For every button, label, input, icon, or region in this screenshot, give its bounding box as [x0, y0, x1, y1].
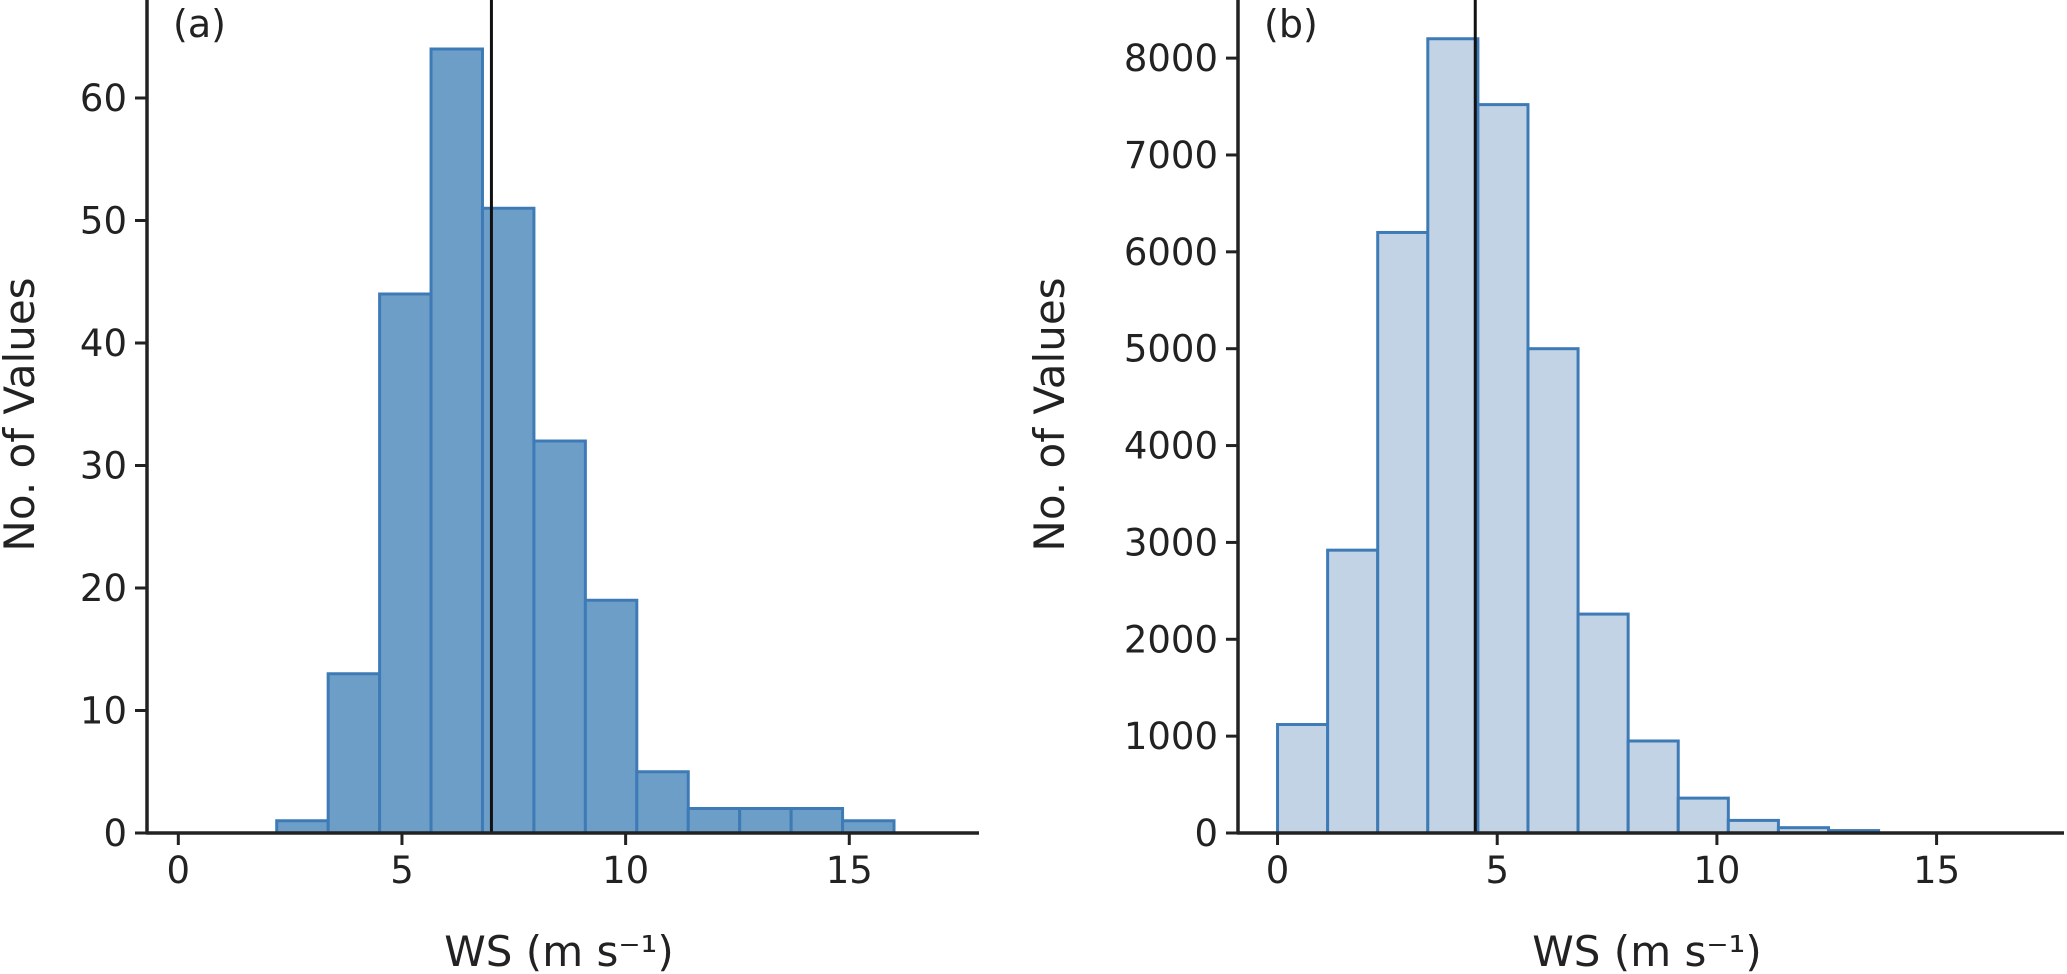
y-tick-label: 6000 [1124, 231, 1218, 274]
y-tick-label: 20 [80, 567, 127, 610]
y-tick-label: 5000 [1124, 328, 1218, 371]
panel-b: 0 1000 2000 3000 4000 5000 6000 7000 8000 0 5 10 15 W… [1025, 0, 2064, 974]
histogram-bar [1676, 796, 1730, 835]
histogram-bar [738, 807, 793, 835]
y-tick-label: 4000 [1124, 425, 1218, 468]
histogram-bar [378, 292, 433, 835]
histogram-bar [1626, 739, 1680, 835]
y-tick-label: 10 [80, 690, 127, 733]
y-tick-label: 1000 [1124, 715, 1218, 758]
panel-label: (b) [1264, 2, 1318, 46]
y-axis-label: No. of Values [1025, 277, 1074, 551]
histogram-bar [686, 807, 742, 835]
y-tick-label: 50 [80, 200, 127, 243]
histogram-bar [1476, 103, 1530, 835]
histogram-bar [1576, 612, 1630, 835]
y-tick-label: 40 [80, 322, 127, 365]
histogram-bar [1276, 723, 1330, 835]
x-tick-label: 15 [826, 849, 873, 892]
histogram-bar [1326, 548, 1380, 835]
histogram-bar [789, 807, 845, 835]
histogram-bar [1726, 818, 1780, 835]
y-tick-label: 0 [103, 812, 127, 855]
x-axis-label: WS (m s⁻¹) [444, 927, 673, 974]
x-tick-label: 0 [167, 849, 191, 892]
y-tick-label: 8000 [1124, 37, 1218, 80]
y-axis-label: No. of Values [0, 277, 44, 551]
x-tick-label: 15 [1913, 849, 1960, 892]
y-tick-label: 30 [80, 445, 127, 488]
panel-a: 0 10 20 30 40 50 60 0 5 10 15 WS (m s⁻¹) No. of Valu… [0, 0, 979, 974]
x-tick-label: 10 [602, 849, 649, 892]
histogram-bar [1526, 347, 1580, 835]
x-tick-label: 0 [1266, 849, 1290, 892]
y-tick-label: 60 [80, 77, 127, 120]
y-tick-label: 3000 [1124, 521, 1218, 564]
x-tick-label: 10 [1693, 849, 1740, 892]
histogram-bar [429, 47, 484, 835]
y-tick-label: 0 [1194, 812, 1218, 855]
panel-label: (a) [173, 2, 226, 46]
y-tick-label: 2000 [1124, 618, 1218, 661]
histogram-bar [1376, 230, 1430, 835]
histogram-bar [326, 672, 382, 835]
histogram-bar [275, 819, 330, 835]
y-tick-label: 7000 [1124, 134, 1218, 177]
x-axis-label: WS (m s⁻¹) [1532, 927, 1761, 974]
histogram-bar [1426, 37, 1480, 835]
x-tick-label: 5 [390, 849, 414, 892]
histogram-bar [635, 770, 690, 835]
histogram-bar [841, 819, 896, 835]
histogram-bar [532, 439, 587, 835]
x-tick-label: 5 [1485, 849, 1509, 892]
histogram-bar [583, 598, 639, 835]
